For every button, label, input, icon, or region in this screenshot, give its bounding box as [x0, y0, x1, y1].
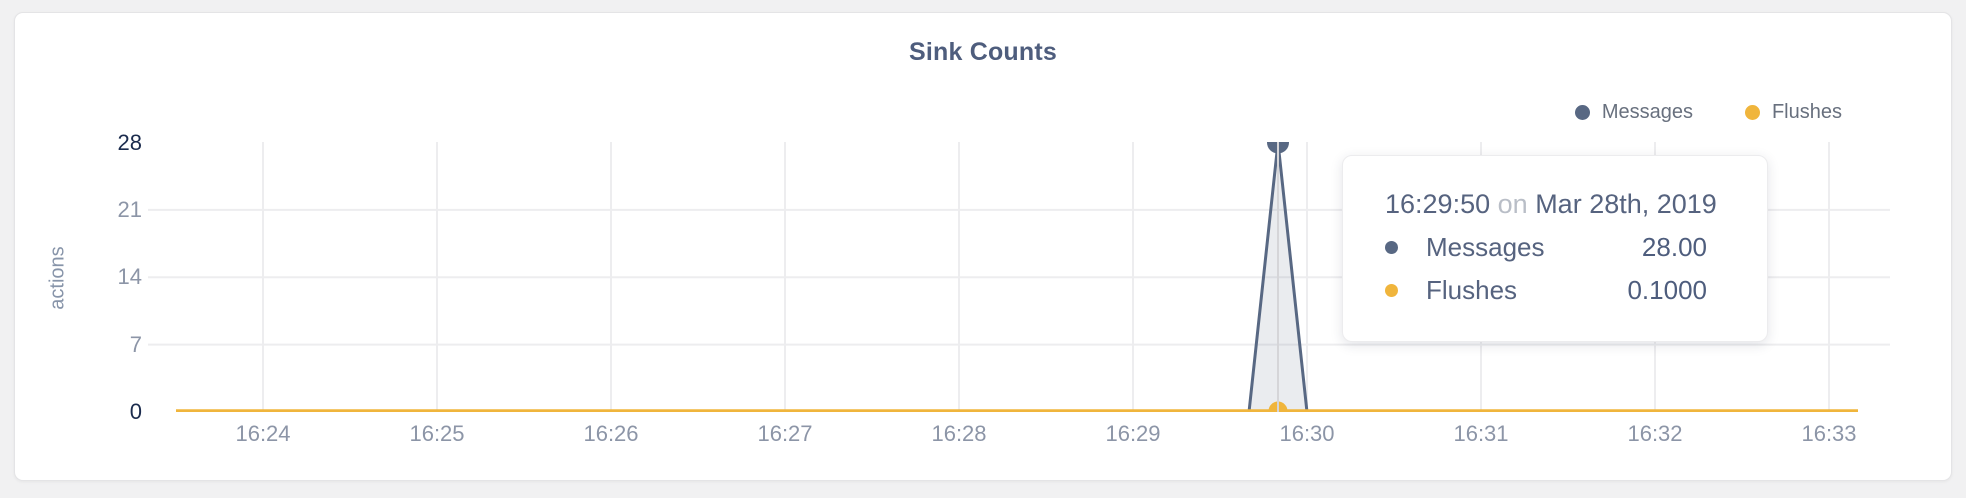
- x-tick-16-24: 16:24: [235, 421, 291, 446]
- legend-dot-icon: [1744, 105, 1760, 120]
- chart-title: Sink Counts: [908, 38, 1058, 66]
- tooltip-rows: Messages 28.00 Flushes 0.1000: [1385, 231, 1707, 306]
- tooltip-dot-icon: [1385, 283, 1398, 297]
- tooltip-connector: on: [1497, 189, 1528, 219]
- legend-dot-icon: [1574, 105, 1590, 120]
- tooltip-series-label: Flushes: [1426, 275, 1518, 305]
- y-tick-21: 21: [117, 196, 142, 222]
- chart-legend: Messages Flushes: [1574, 101, 1842, 124]
- tooltip-time: 16:29:50: [1385, 189, 1491, 219]
- tooltip-series-label: Messages: [1426, 232, 1545, 262]
- legend-label: Messages: [1601, 101, 1693, 123]
- x-tick-16-29: 16:29: [1105, 421, 1161, 446]
- tooltip-row-messages: Messages 28.00: [1385, 231, 1707, 263]
- tooltip-series-value: 28.00: [1641, 232, 1707, 262]
- tooltip-header: 16:29:50 on Mar 28th, 2019: [1385, 189, 1717, 220]
- x-tick-16-31: 16:31: [1453, 421, 1509, 446]
- chart-tooltip: 16:29:50 on Mar 28th, 2019 Messages 28.00…: [1342, 155, 1768, 342]
- tooltip-dot-icon: [1385, 240, 1398, 254]
- legend-item-flushes[interactable]: Flushes: [1744, 101, 1842, 124]
- x-tick-16-32: 16:32: [1627, 421, 1683, 446]
- y-tick-7: 7: [129, 331, 142, 357]
- tooltip-series-value: 0.1000: [1627, 275, 1707, 305]
- legend-label: Flushes: [1771, 101, 1842, 123]
- x-tick-16-27: 16:27: [757, 421, 813, 446]
- x-tick-16-30: 16:30: [1279, 421, 1335, 446]
- x-tick-16-26: 16:26: [583, 421, 639, 446]
- y-tick-14: 14: [117, 264, 142, 290]
- tooltip-row-flushes: Flushes 0.1000: [1385, 274, 1707, 306]
- x-tick-16-25: 16:25: [409, 421, 465, 446]
- y-tick-0: 0: [129, 399, 142, 424]
- legend-item-messages[interactable]: Messages: [1574, 101, 1693, 124]
- tooltip-date: Mar 28th, 2019: [1535, 189, 1717, 219]
- x-tick-16-33: 16:33: [1801, 421, 1857, 446]
- y-tick-28: 28: [117, 129, 142, 155]
- x-tick-16-28: 16:28: [931, 421, 987, 446]
